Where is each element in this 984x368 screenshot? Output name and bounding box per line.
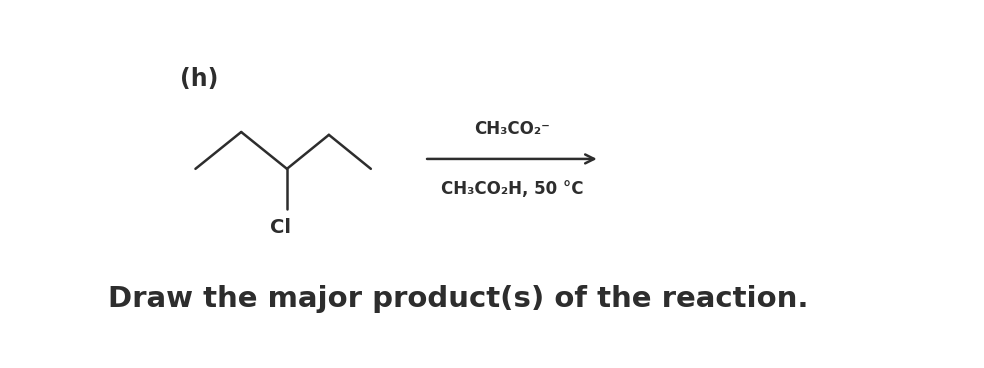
Text: (h): (h) [180, 67, 218, 91]
Text: Cl: Cl [270, 219, 290, 237]
Text: CH₃CO₂⁻: CH₃CO₂⁻ [474, 120, 550, 138]
Text: Draw the major product(s) of the reaction.: Draw the major product(s) of the reactio… [108, 285, 809, 313]
Text: CH₃CO₂H, 50 °C: CH₃CO₂H, 50 °C [441, 180, 584, 198]
